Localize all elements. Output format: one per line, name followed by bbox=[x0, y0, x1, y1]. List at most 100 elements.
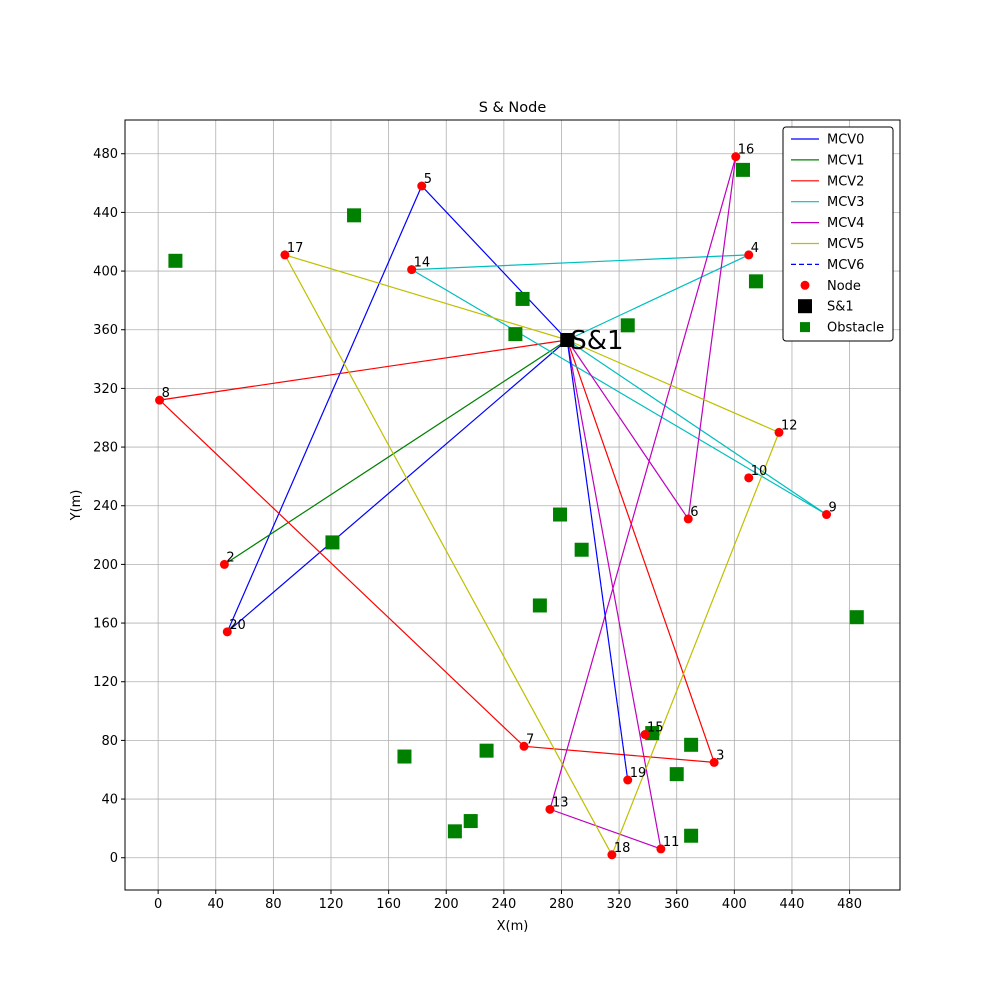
node-label: 20 bbox=[229, 618, 246, 633]
legend-item: MCV6 bbox=[791, 258, 864, 273]
y-tick-label: 240 bbox=[93, 499, 118, 514]
node-marker bbox=[822, 510, 832, 520]
legend-label: Node bbox=[827, 279, 861, 294]
legend-label: Obstacle bbox=[827, 321, 884, 336]
legend-label: MCV2 bbox=[827, 174, 864, 189]
y-tick-label: 120 bbox=[93, 675, 118, 690]
obstacle-marker bbox=[447, 824, 462, 839]
route-line-mcv0 bbox=[226, 184, 568, 633]
node-label: 5 bbox=[424, 172, 432, 187]
legend-item: Obstacle bbox=[800, 321, 884, 336]
station-label: S&1 bbox=[570, 326, 623, 356]
y-tick-label: 40 bbox=[101, 793, 118, 808]
node-marker bbox=[683, 514, 693, 524]
x-tick-label: 40 bbox=[207, 897, 224, 912]
y-tick-label: 80 bbox=[101, 734, 118, 749]
node-label: 13 bbox=[552, 795, 569, 810]
node-marker bbox=[744, 250, 754, 260]
node-label: 6 bbox=[690, 505, 698, 520]
node-label: 12 bbox=[781, 418, 798, 433]
node-marker bbox=[656, 844, 666, 854]
y-tick-label: 360 bbox=[93, 323, 118, 338]
obstacle-marker bbox=[620, 318, 635, 333]
legend-swatch-square bbox=[800, 322, 810, 333]
obstacle-marker bbox=[849, 610, 864, 625]
obstacle-marker bbox=[735, 162, 750, 177]
y-tick-label: 0 bbox=[110, 851, 118, 866]
route-line-mcv4 bbox=[549, 156, 737, 850]
chart-title: S & Node bbox=[479, 100, 547, 116]
node-marker bbox=[623, 775, 633, 785]
node-marker bbox=[219, 559, 229, 569]
x-tick-label: 120 bbox=[319, 897, 344, 912]
legend-item: S&1 bbox=[798, 299, 854, 315]
obstacle-marker bbox=[325, 535, 340, 550]
node-marker bbox=[407, 265, 417, 275]
plot-background bbox=[125, 120, 900, 890]
obstacle-marker bbox=[748, 274, 763, 289]
node-label: 17 bbox=[287, 241, 304, 256]
obstacle-marker bbox=[532, 598, 547, 613]
obstacle-marker bbox=[479, 743, 494, 758]
node-label: 9 bbox=[829, 501, 837, 516]
legend-item: MCV2 bbox=[791, 174, 864, 189]
node-label: 11 bbox=[663, 835, 680, 850]
node-marker bbox=[709, 757, 719, 767]
node-label: 15 bbox=[647, 721, 664, 736]
node-marker bbox=[774, 427, 784, 437]
legend-label: MCV6 bbox=[827, 258, 864, 273]
y-tick-label: 280 bbox=[93, 441, 118, 456]
obstacle-marker bbox=[515, 291, 530, 306]
x-tick-label: 440 bbox=[780, 897, 805, 912]
node-label: 18 bbox=[614, 841, 631, 856]
obstacle-marker bbox=[684, 737, 699, 752]
x-tick-label: 400 bbox=[722, 897, 747, 912]
obstacle-marker bbox=[168, 253, 183, 268]
node-marker bbox=[640, 730, 650, 740]
y-tick-label: 320 bbox=[93, 382, 118, 397]
obstacles bbox=[168, 162, 864, 843]
node-label: 8 bbox=[162, 386, 170, 401]
node-label: 16 bbox=[738, 143, 755, 158]
node-label: 19 bbox=[630, 766, 647, 781]
node-label: 4 bbox=[751, 241, 759, 256]
node-marker bbox=[519, 741, 529, 751]
y-ticks: 0 40 80 120 160 200 240 280 320 360 400 440 480 bbox=[93, 147, 125, 866]
node-marker bbox=[155, 395, 165, 405]
obstacle-marker bbox=[669, 767, 684, 782]
legend-label: MCV1 bbox=[827, 153, 864, 168]
x-tick-label: 200 bbox=[434, 897, 459, 912]
node-marker bbox=[744, 473, 754, 483]
x-tick-label: 240 bbox=[491, 897, 516, 912]
grid bbox=[125, 120, 900, 890]
node-marker bbox=[417, 181, 427, 191]
x-tick-label: 320 bbox=[607, 897, 632, 912]
obstacle-marker bbox=[397, 749, 412, 764]
y-tick-label: 400 bbox=[93, 265, 118, 280]
legend-label: MCV5 bbox=[827, 237, 864, 252]
node-marker bbox=[545, 804, 555, 814]
legend: MCV0 MCV1 MCV2 MCV3 MCV4 MCV5 MCV6 Node S&1 Obsta… bbox=[782, 126, 894, 342]
x-axis-title: X(m) bbox=[497, 919, 529, 934]
legend-swatch-square bbox=[798, 299, 812, 314]
node-label: 3 bbox=[716, 748, 724, 763]
node-marker bbox=[280, 250, 290, 260]
node-marker bbox=[607, 850, 617, 860]
x-tick-label: 160 bbox=[376, 897, 401, 912]
y-tick-label: 160 bbox=[93, 617, 118, 632]
legend-item: MCV0 bbox=[791, 133, 864, 148]
station-marker bbox=[560, 333, 575, 347]
x-tick-label: 0 bbox=[154, 897, 162, 912]
node-label: 2 bbox=[226, 550, 234, 565]
x-tick-label: 280 bbox=[549, 897, 574, 912]
obstacle-marker bbox=[463, 814, 478, 829]
node-marker bbox=[222, 627, 232, 637]
obstacle-marker bbox=[347, 208, 362, 223]
x-ticks: 0 40 80 120 160 200 240 280 320 360 400 440 480 bbox=[154, 890, 862, 912]
legend-label: MCV4 bbox=[827, 216, 864, 231]
x-tick-label: 360 bbox=[664, 897, 689, 912]
legend-item: MCV5 bbox=[791, 237, 864, 252]
legend-label: S&1 bbox=[827, 300, 854, 315]
legend-label: MCV3 bbox=[827, 195, 864, 210]
